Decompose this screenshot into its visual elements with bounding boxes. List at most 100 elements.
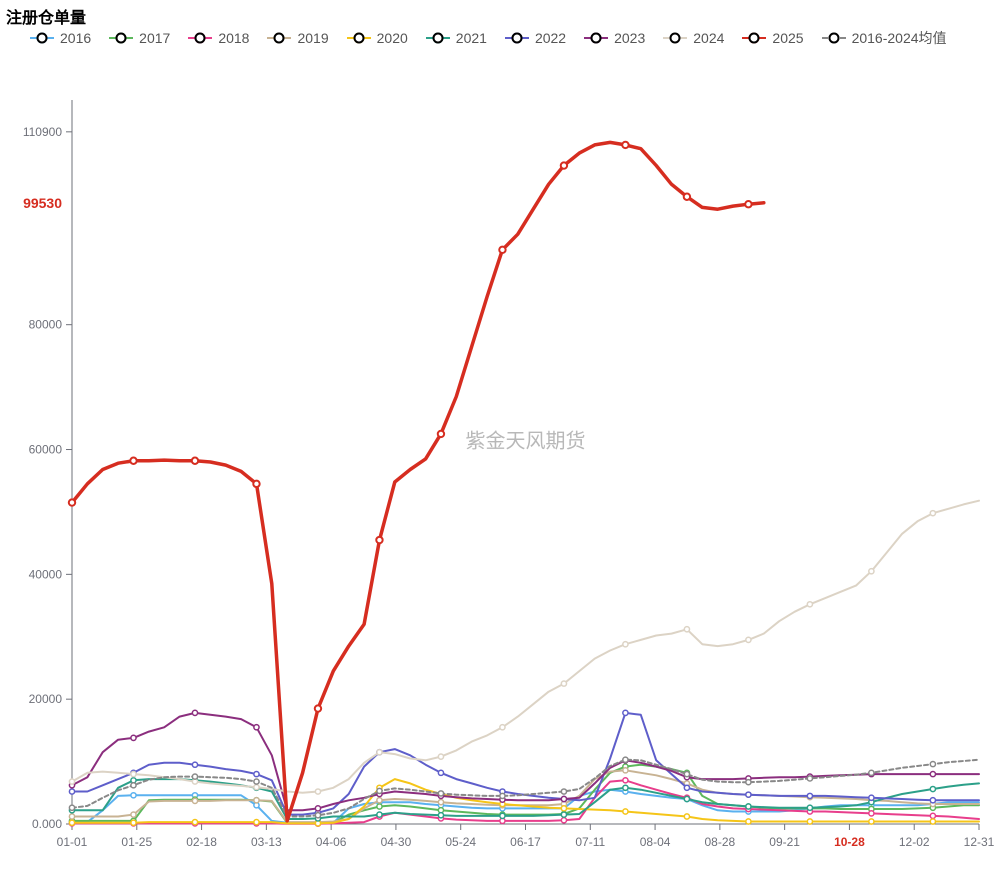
marker-2020 <box>131 820 136 825</box>
marker-2021 <box>377 812 382 817</box>
marker-2025 <box>69 499 75 505</box>
legend-item-2018[interactable]: 2018 <box>188 30 249 46</box>
marker-2024 <box>69 779 74 784</box>
legend-item-2020[interactable]: 2020 <box>347 30 408 46</box>
marker-2019 <box>438 800 443 805</box>
marker-2020 <box>930 819 935 824</box>
marker-2022 <box>746 792 751 797</box>
legend-item-2022[interactable]: 2022 <box>505 30 566 46</box>
marker-2023 <box>315 806 320 811</box>
marker-2022 <box>684 785 689 790</box>
legend-swatch-2021 <box>426 32 450 44</box>
marker-2016-2024均值 <box>254 779 259 784</box>
legend-label-2016: 2016 <box>60 30 91 46</box>
legend-label-2018: 2018 <box>218 30 249 46</box>
line-chart: 0.000200004000060000800001109009953001-0… <box>0 82 997 862</box>
marker-2021 <box>930 786 935 791</box>
marker-2022 <box>192 762 197 767</box>
legend-item-2016[interactable]: 2016 <box>30 30 91 46</box>
series-2024[interactable] <box>72 501 979 793</box>
legend-item-2023[interactable]: 2023 <box>584 30 645 46</box>
marker-2024 <box>623 642 628 647</box>
y-marker-label: 99530 <box>23 195 62 211</box>
marker-2020 <box>192 820 197 825</box>
marker-2016-2024均值 <box>930 761 935 766</box>
legend-label-2019: 2019 <box>297 30 328 46</box>
legend-item-2017[interactable]: 2017 <box>109 30 170 46</box>
legend-label-2023: 2023 <box>614 30 645 46</box>
series-2018[interactable] <box>72 780 979 823</box>
marker-2025 <box>499 247 505 253</box>
marker-2022 <box>438 770 443 775</box>
marker-2020 <box>807 819 812 824</box>
legend-swatch-2017 <box>109 32 133 44</box>
marker-2024 <box>438 754 443 759</box>
marker-2025 <box>192 458 198 464</box>
legend-swatch-2024 <box>663 32 687 44</box>
marker-2023 <box>131 735 136 740</box>
legend-swatch-2016-2024均值 <box>822 32 846 44</box>
marker-2021 <box>438 813 443 818</box>
marker-2023 <box>561 796 566 801</box>
marker-2017 <box>377 804 382 809</box>
marker-2022 <box>869 795 874 800</box>
marker-2021 <box>746 804 751 809</box>
marker-2020 <box>869 819 874 824</box>
marker-2018 <box>623 778 628 783</box>
marker-2022 <box>807 793 812 798</box>
marker-2024 <box>500 725 505 730</box>
marker-2019 <box>623 768 628 773</box>
x-tick-label: 04-30 <box>381 835 412 849</box>
marker-2020 <box>69 820 74 825</box>
x-tick-label: 06-17 <box>510 835 541 849</box>
marker-2025 <box>561 162 567 168</box>
marker-2018 <box>561 818 566 823</box>
marker-2016-2024均值 <box>684 771 689 776</box>
legend-item-2016-2024均值[interactable]: 2016-2024均值 <box>822 28 947 48</box>
legend-swatch-2018 <box>188 32 212 44</box>
marker-2025 <box>253 481 259 487</box>
marker-2021 <box>807 805 812 810</box>
marker-2024 <box>315 789 320 794</box>
legend-label-2024: 2024 <box>693 30 724 46</box>
legend-label-2016-2024均值: 2016-2024均值 <box>852 28 947 48</box>
marker-2025 <box>130 458 136 464</box>
legend-swatch-2025 <box>742 32 766 44</box>
legend-swatch-2023 <box>584 32 608 44</box>
marker-2022 <box>254 771 259 776</box>
marker-2024 <box>930 511 935 516</box>
legend-item-2025[interactable]: 2025 <box>742 30 803 46</box>
marker-2024 <box>684 627 689 632</box>
legend-item-2019[interactable]: 2019 <box>267 30 328 46</box>
x-tick-label: 03-13 <box>251 835 282 849</box>
marker-2016-2024均值 <box>192 774 197 779</box>
marker-2025 <box>438 431 444 437</box>
marker-2022 <box>930 798 935 803</box>
marker-2021 <box>561 812 566 817</box>
x-tick-label: 08-04 <box>640 835 671 849</box>
marker-2024 <box>561 681 566 686</box>
marker-2016-2024均值 <box>623 757 628 762</box>
marker-2016-2024均值 <box>807 776 812 781</box>
marker-2023 <box>192 710 197 715</box>
legend-swatch-2022 <box>505 32 529 44</box>
legend-label-2025: 2025 <box>772 30 803 46</box>
marker-2025 <box>315 705 321 711</box>
legend-swatch-2016 <box>30 32 54 44</box>
marker-2019 <box>131 812 136 817</box>
legend-label-2020: 2020 <box>377 30 408 46</box>
legend-item-2024[interactable]: 2024 <box>663 30 724 46</box>
marker-2016-2024均值 <box>438 791 443 796</box>
y-tick-label: 80000 <box>29 318 63 332</box>
marker-2025 <box>376 537 382 543</box>
x-tick-label: 01-01 <box>57 835 88 849</box>
x-tick-label: 02-18 <box>186 835 217 849</box>
y-tick-label: 60000 <box>29 443 63 457</box>
marker-2021 <box>684 796 689 801</box>
x-tick-label: 07-11 <box>575 835 605 849</box>
legend-item-2021[interactable]: 2021 <box>426 30 487 46</box>
y-tick-label: 20000 <box>29 692 63 706</box>
x-tick-label-highlight: 10-28 <box>834 835 865 849</box>
marker-2016 <box>131 793 136 798</box>
marker-2024 <box>377 750 382 755</box>
